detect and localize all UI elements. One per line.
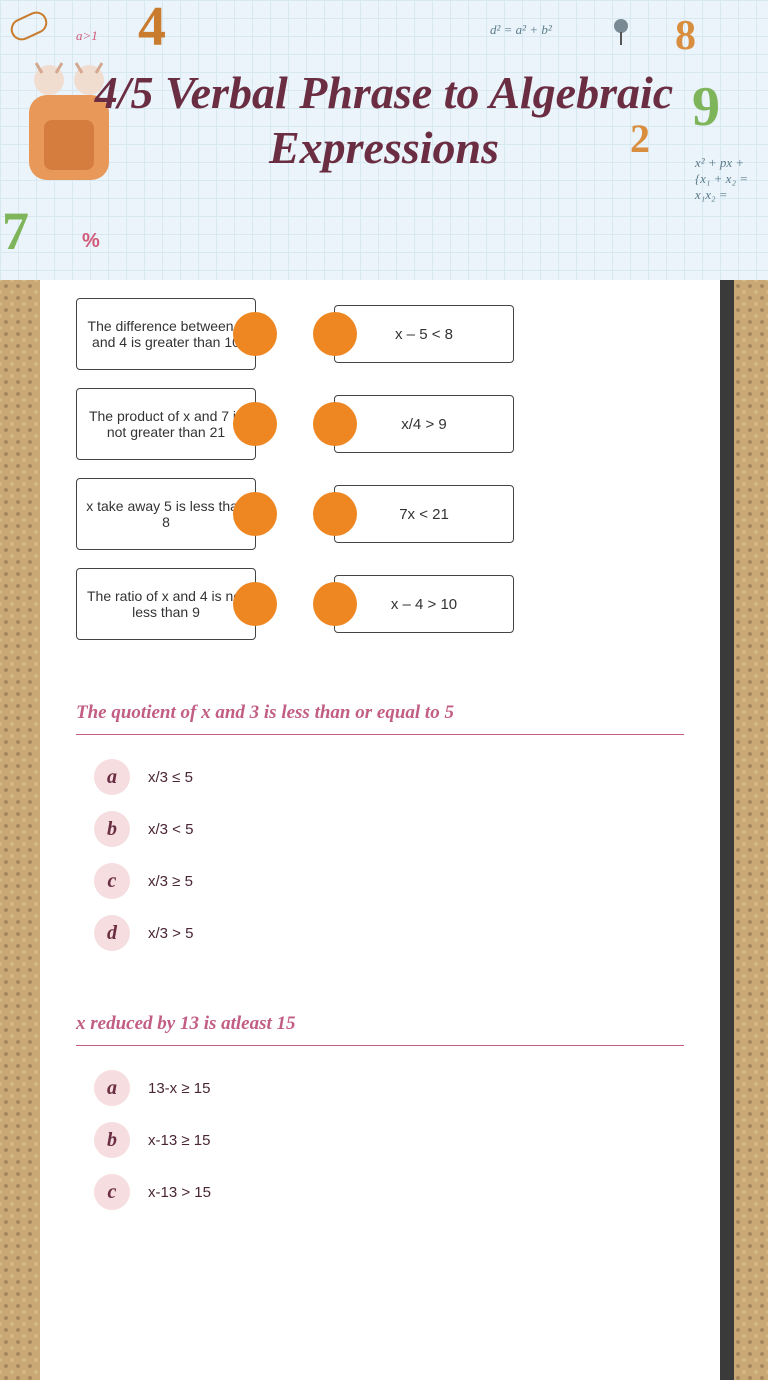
connector-dot[interactable] xyxy=(313,492,357,536)
match-row: The product of x and 7 is not greater th… xyxy=(76,388,684,460)
connector-dot[interactable] xyxy=(233,312,277,356)
connector-dot[interactable] xyxy=(233,582,277,626)
expression-box[interactable]: 7x < 21 xyxy=(334,485,514,543)
content-area: The difference between x and 4 is greate… xyxy=(40,280,720,1380)
connector-dot[interactable] xyxy=(313,402,357,446)
expression-box[interactable]: x/4 > 9 xyxy=(334,395,514,453)
connector-dot[interactable] xyxy=(233,492,277,536)
option-letter: b xyxy=(94,811,130,847)
question-title: The quotient of x and 3 is less than or … xyxy=(76,702,684,735)
phrase-text: The product of x and 7 is not greater th… xyxy=(83,408,249,440)
doodle-formula-1: a>1 xyxy=(76,28,98,44)
option[interactable]: c x-13 > 15 xyxy=(76,1174,684,1210)
decor-number-4: 4 xyxy=(138,0,166,59)
scrollbar[interactable] xyxy=(720,280,734,1380)
option-letter: c xyxy=(94,863,130,899)
matching-section: The difference between x and 4 is greate… xyxy=(76,298,684,640)
option-text: x-13 > 15 xyxy=(148,1184,211,1201)
percent-icon: % xyxy=(82,230,100,253)
option-letter: c xyxy=(94,1174,130,1210)
option-text: 13-x ≥ 15 xyxy=(148,1080,210,1097)
option-text: x-13 ≥ 15 xyxy=(148,1132,210,1149)
expression-text: x – 5 < 8 xyxy=(395,326,453,343)
phrase-box[interactable]: The difference between x and 4 is greate… xyxy=(76,298,256,370)
option-letter: a xyxy=(94,759,130,795)
match-row: The ratio of x and 4 is not less than 9 … xyxy=(76,568,684,640)
phrase-box[interactable]: The ratio of x and 4 is not less than 9 xyxy=(76,568,256,640)
option-text: x/3 < 5 xyxy=(148,821,193,838)
option-text: x/3 > 5 xyxy=(148,925,193,942)
decor-number-9: 9 xyxy=(692,75,720,139)
option-text: x/3 ≤ 5 xyxy=(148,769,193,786)
expression-box[interactable]: x – 4 > 10 xyxy=(334,575,514,633)
expression-box[interactable]: x – 5 < 8 xyxy=(334,305,514,363)
worksheet-page: a>1 d² = a² + b² x² + px + {x₁ + x₂ = x₁… xyxy=(0,0,768,1380)
header-banner: a>1 d² = a² + b² x² + px + {x₁ + x₂ = x₁… xyxy=(0,0,768,280)
question-2: x reduced by 13 is atleast 15 a 13-x ≥ 15… xyxy=(76,1013,684,1210)
match-row: x take away 5 is less than 8 7x < 21 xyxy=(76,478,684,550)
option[interactable]: d x/3 > 5 xyxy=(76,915,684,951)
pin-icon xyxy=(609,18,633,46)
option[interactable]: a x/3 ≤ 5 xyxy=(76,759,684,795)
connector-dot[interactable] xyxy=(313,312,357,356)
question-title: x reduced by 13 is atleast 15 xyxy=(76,1013,684,1046)
connector-dot[interactable] xyxy=(233,402,277,446)
decor-number-7: 7 xyxy=(2,200,29,262)
phrase-box[interactable]: x take away 5 is less than 8 xyxy=(76,478,256,550)
option-text: x/3 ≥ 5 xyxy=(148,873,193,890)
option-letter: d xyxy=(94,915,130,951)
option[interactable]: c x/3 ≥ 5 xyxy=(76,863,684,899)
option[interactable]: a 13-x ≥ 15 xyxy=(76,1070,684,1106)
connector-dot[interactable] xyxy=(313,582,357,626)
option-letter: b xyxy=(94,1122,130,1158)
doodle-formula-2: d² = a² + b² xyxy=(490,22,552,38)
pill-doodle xyxy=(7,8,51,44)
phrase-text: x take away 5 is less than 8 xyxy=(83,498,249,530)
question-1: The quotient of x and 3 is less than or … xyxy=(76,702,684,951)
options-list: a x/3 ≤ 5 b x/3 < 5 c x/3 ≥ 5 d x/3 > 5 xyxy=(76,759,684,951)
option[interactable]: b x-13 ≥ 15 xyxy=(76,1122,684,1158)
expression-text: x – 4 > 10 xyxy=(391,596,457,613)
expression-text: x/4 > 9 xyxy=(401,416,446,433)
match-row: The difference between x and 4 is greate… xyxy=(76,298,684,370)
doodle-formula-3: x² + px + {x₁ + x₂ = x₁x₂ = xyxy=(695,155,748,203)
phrase-text: The ratio of x and 4 is not less than 9 xyxy=(83,588,249,620)
phrase-box[interactable]: The product of x and 7 is not greater th… xyxy=(76,388,256,460)
page-title: 4/5 Verbal Phrase to Algebraic Expressio… xyxy=(84,65,684,175)
phrase-text: The difference between x and 4 is greate… xyxy=(83,318,249,350)
decor-number-8: 8 xyxy=(675,12,696,60)
expression-text: 7x < 21 xyxy=(399,506,449,523)
options-list: a 13-x ≥ 15 b x-13 ≥ 15 c x-13 > 15 xyxy=(76,1070,684,1210)
option-letter: a xyxy=(94,1070,130,1106)
option[interactable]: b x/3 < 5 xyxy=(76,811,684,847)
